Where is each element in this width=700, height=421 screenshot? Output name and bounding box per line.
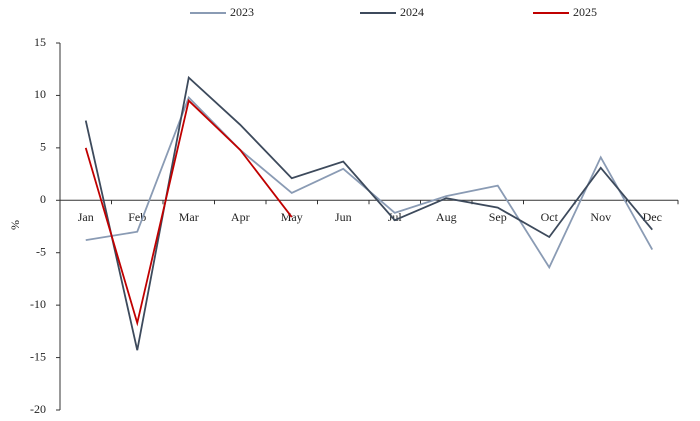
legend-label: 2024	[400, 5, 424, 19]
y-tick-label: -15	[30, 349, 46, 363]
y-tick-label: -5	[36, 244, 46, 258]
y-tick-label: 10	[34, 87, 46, 101]
x-tick-label: Oct	[541, 210, 559, 224]
x-tick-label: Jan	[78, 210, 94, 224]
y-tick-label: -20	[30, 402, 46, 416]
y-tick-label: 5	[40, 140, 46, 154]
x-tick-label: Mar	[179, 210, 199, 224]
y-tick-label: -10	[30, 297, 46, 311]
x-tick-label: Sep	[489, 210, 507, 224]
series-line	[84, 75, 653, 351]
y-tick-label: 0	[40, 192, 46, 206]
y-axis-label: %	[8, 220, 22, 230]
x-tick-label: Apr	[231, 210, 250, 224]
x-tick-label: Jul	[388, 210, 403, 224]
series-line	[84, 98, 293, 327]
x-tick-label: Nov	[590, 210, 611, 224]
x-tick-label: Jun	[335, 210, 352, 224]
x-tick-label: Aug	[436, 210, 457, 224]
y-tick-label: 15	[34, 35, 46, 49]
legend-label: 2025	[573, 5, 597, 19]
legend-label: 2023	[230, 5, 254, 19]
x-tick-label: Dec	[643, 210, 662, 224]
